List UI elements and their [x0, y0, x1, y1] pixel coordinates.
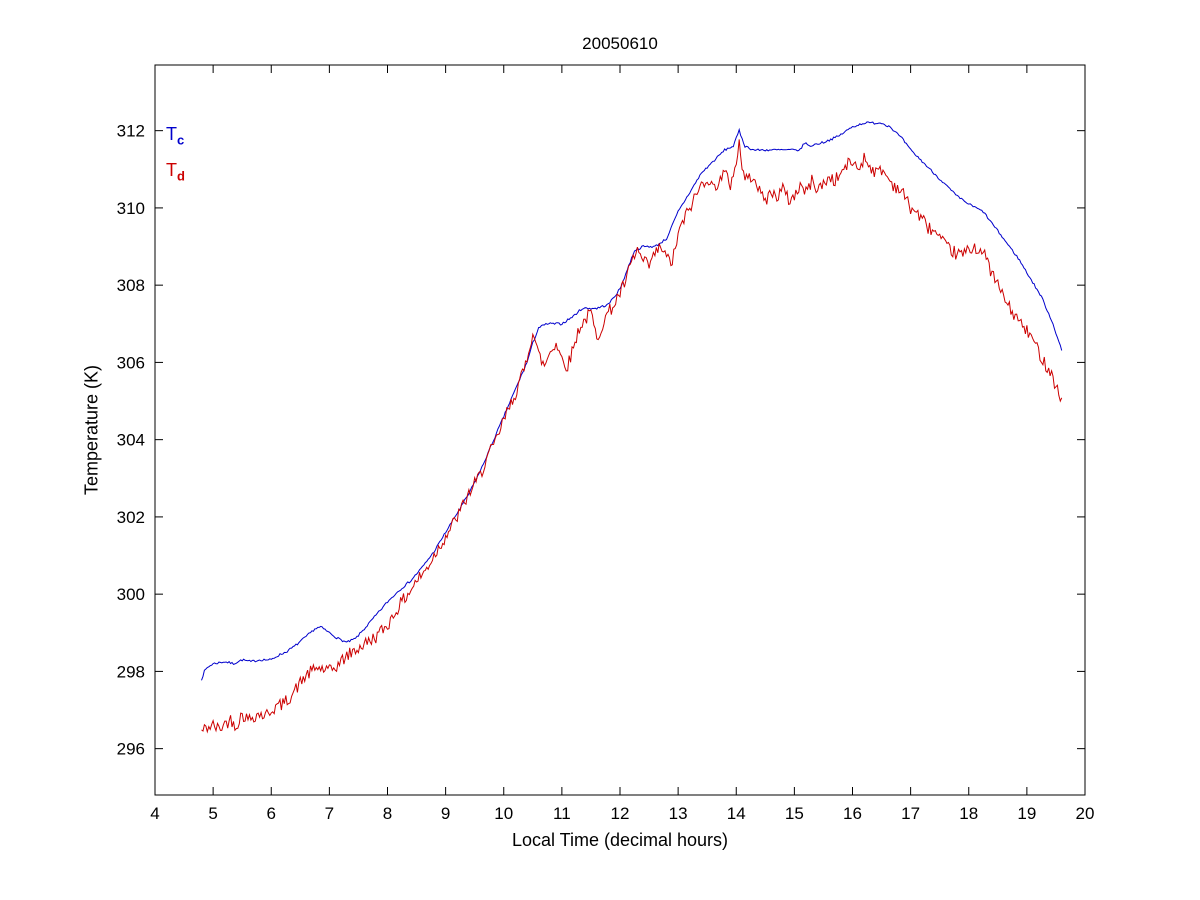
series-line-tc: [201, 121, 1063, 681]
y-tick-label: 308: [117, 276, 145, 295]
series-label-tc: Tc: [166, 124, 184, 148]
x-tick-label: 11: [553, 804, 571, 823]
x-tick-label: 16: [843, 804, 862, 823]
y-tick-label: 310: [117, 199, 145, 218]
series-line-td: [201, 139, 1063, 734]
series-label-td-sub: d: [177, 168, 185, 184]
series-label-tc-main: T: [166, 124, 177, 144]
x-tick-label: 7: [325, 804, 334, 823]
series-label-td: Td: [166, 160, 185, 184]
y-tick-label: 304: [117, 431, 145, 450]
series-label-td-main: T: [166, 160, 177, 180]
x-tick-label: 17: [901, 804, 920, 823]
x-tick-label: 19: [1017, 804, 1036, 823]
x-tick-label: 13: [669, 804, 688, 823]
y-tick-label: 306: [117, 353, 145, 372]
x-tick-label: 18: [959, 804, 978, 823]
x-axis-label: Local Time (decimal hours): [511, 830, 729, 850]
x-tick-label: 8: [383, 804, 392, 823]
x-tick-label: 14: [727, 804, 746, 823]
x-tick-label: 6: [267, 804, 276, 823]
y-tick-label: 302: [117, 508, 145, 527]
x-tick-label: 12: [611, 804, 630, 823]
y-tick-label: 298: [117, 662, 145, 681]
y-axis-label: Temperature (K): [81, 364, 102, 496]
x-tick-label: 15: [785, 804, 804, 823]
x-tick-label: 10: [494, 804, 513, 823]
x-tick-label: 5: [208, 804, 217, 823]
x-tick-label: 20: [1076, 804, 1095, 823]
x-tick-label: 9: [441, 804, 450, 823]
chart-title: 20050610: [582, 34, 658, 53]
axes-box: [154, 64, 1086, 796]
series-label-tc-sub: c: [177, 132, 185, 148]
x-tick-label: 4: [150, 804, 159, 823]
y-tick-label: 300: [117, 585, 145, 604]
y-tick-label: 296: [117, 740, 145, 759]
y-tick-label: 312: [117, 122, 145, 141]
